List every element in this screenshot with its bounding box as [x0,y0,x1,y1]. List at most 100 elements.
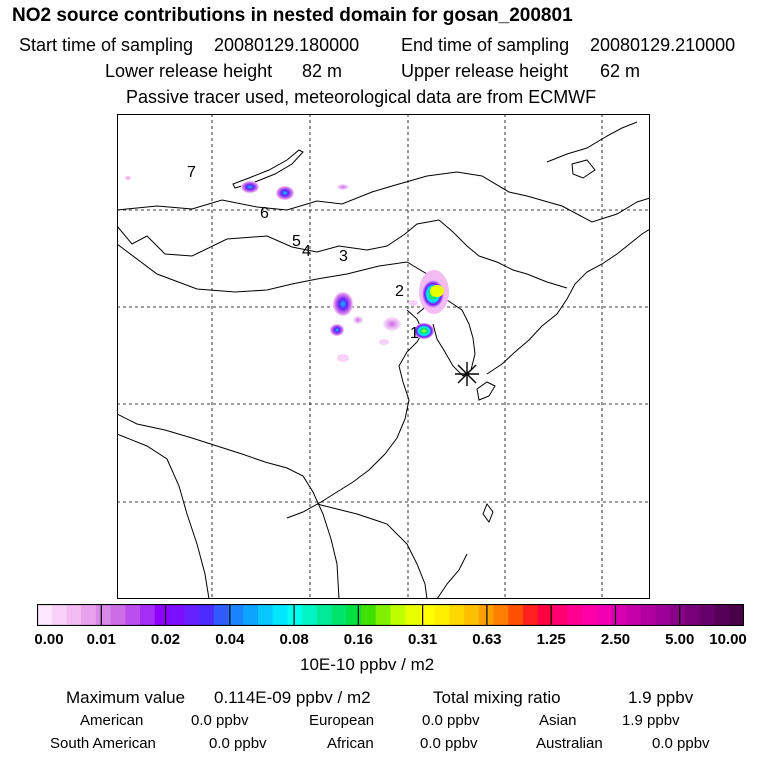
region-european-value: 0.0 ppbv [422,712,480,729]
colorbar-swatch [655,604,671,626]
region-australian-label: Australian [536,735,603,752]
lower-release-label: Lower release height [105,61,273,81]
source-label-2: 2 [395,283,404,300]
colorbar-swatch [110,604,126,626]
plume-core-1 [414,323,434,339]
source-label-4: 4 [302,243,311,260]
plume-area-4 [330,324,344,336]
plume-area-10 [125,176,131,180]
colorbar-swatch [464,604,480,626]
colorbar-swatch [419,604,436,626]
colorbar-unit: 10E-10 ppbv / m2 [300,655,435,674]
map-title: NO2 source contributions in nested domai… [12,5,573,26]
colorbar-swatch [685,604,701,626]
colorbar-swatch [640,604,657,626]
plume-area-9 [337,184,349,190]
colorbar-swatch [51,604,68,626]
region-african-label: African [327,735,374,752]
plume-area-7 [241,181,259,193]
colorbar-swatch [140,604,156,626]
concentration-plumes [125,176,449,362]
colorbar [37,604,744,626]
colorbar-swatch [316,604,333,626]
colorbar-swatch [552,604,568,626]
plume-area-13 [408,300,418,306]
colorbar-swatch [508,604,524,626]
plume-area-8 [276,186,294,200]
colorbar-tick-label: 0.16 [343,631,373,648]
source-label-7: 7 [187,164,196,181]
colorbar-tick-label: 0.02 [150,631,181,648]
colorbar-swatch [523,604,539,626]
colorbar-swatch [567,604,583,626]
colorbar-tick-label: 1.25 [536,631,566,648]
colorbar-swatch [228,604,244,626]
lower-release-value: 82 m [302,61,343,81]
colorbar-swatch [375,604,392,626]
colorbar-swatch [257,604,274,626]
colorbar-swatch [581,604,598,626]
colorbar-swatch [95,604,112,626]
tracer-note: Passive tracer used, meteorological data… [126,87,597,107]
colorbar-swatch [361,604,377,626]
colorbar-swatch [390,604,406,626]
colorbar-swatch [346,604,362,626]
map-frame [117,114,650,599]
colorbar-swatch [125,604,141,626]
region-asian-label: Asian [539,712,577,729]
plume-area-6 [383,317,401,331]
colorbar-swatch [405,604,421,626]
colorbar-swatch [434,604,451,626]
map-boundaries [117,121,650,599]
region-south-american-label: South American [50,735,156,752]
colorbar-tick-label: 0.04 [215,631,245,648]
colorbar-tick-label: 5.00 [665,631,695,648]
region-american-label: American [80,712,144,729]
colorbar-swatch [493,604,509,626]
asterisk-icon [455,362,479,386]
colorbar-swatch [449,604,465,626]
upper-release-label: Upper release height [401,61,569,81]
source-label-5: 5 [292,233,301,250]
colorbar-swatch [537,604,554,626]
plume-area-12 [379,339,389,345]
max-value-label: Maximum value [66,688,186,707]
colorbar-tick-label: 0.31 [408,631,438,648]
colorbar-swatch [66,604,82,626]
end-time-value: 20080129.210000 [590,35,736,55]
start-time-value: 20080129.180000 [214,35,360,55]
colorbar-swatch [596,604,613,626]
colorbar-tick-label: 2.50 [600,631,631,648]
colorbar-swatch [213,604,230,626]
plume-area-11 [337,354,349,362]
colorbar-swatch [611,604,627,626]
colorbar-tick-label: 0.00 [34,631,64,648]
plume-area-3 [333,292,353,316]
max-value: 0.114E-09 ppbv / m2 [214,688,371,707]
source-label-6: 6 [260,205,269,222]
colorbar-swatch [729,604,744,626]
total-mixing-label: Total mixing ratio [433,688,561,707]
colorbar-swatch [699,604,716,626]
upper-release-value: 62 m [600,61,641,81]
colorbar-swatch [331,604,347,626]
colorbar-swatch [626,604,642,626]
colorbar-swatch [302,604,318,626]
colorbar-swatch [670,604,686,626]
colorbar-tick-label: 10.00 [709,631,747,648]
colorbar-swatch [169,604,185,626]
region-african-value: 0.0 ppbv [420,735,478,752]
end-time-label: End time of sampling [401,35,570,55]
colorbar-tick-label: 0.08 [279,631,309,648]
map-panel: 7 6 5 4 3 2 1 [117,114,650,599]
colorbar-swatch [243,604,259,626]
colorbar-swatch [199,604,215,626]
colorbar-swatch [81,604,97,626]
source-label-1: 1 [410,325,419,342]
colorbar-swatch [714,604,730,626]
region-south-american-value: 0.0 ppbv [209,735,267,752]
source-label-3: 3 [339,248,348,265]
colorbar-tick-label: 0.01 [86,631,116,648]
plume-peak-2 [430,285,444,297]
region-asian-value: 1.9 ppbv [622,712,680,729]
